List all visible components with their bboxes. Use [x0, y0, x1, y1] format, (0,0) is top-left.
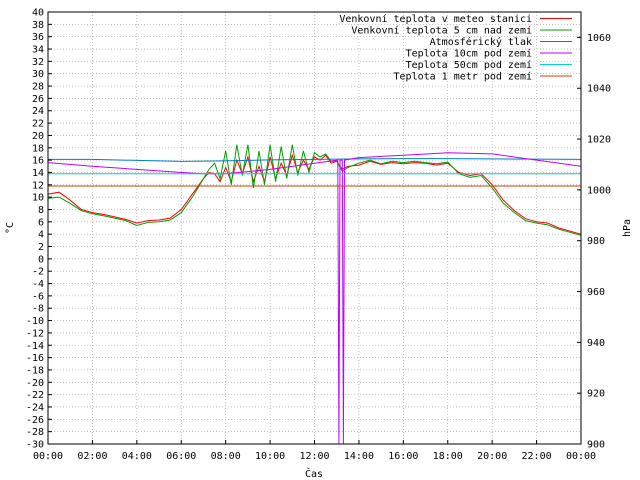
y-axis-label: °C: [5, 222, 16, 234]
y-tick-label: -24: [26, 402, 44, 413]
y-tick-label: -26: [26, 415, 44, 426]
y-tick-label: 4: [38, 230, 44, 241]
plot-series: [47, 144, 582, 445]
y-tick-label: 30: [32, 69, 44, 80]
x-tick-label: 16:00: [388, 451, 418, 462]
y-tick-label: 24: [32, 106, 44, 117]
legend-label: Teplota 10cm pod zemí: [406, 48, 532, 60]
y2-tick-label: 1060: [587, 33, 611, 44]
y-tick-label: 10: [32, 193, 44, 204]
y-tick-label: 40: [32, 8, 44, 19]
y-tick-label: -18: [26, 365, 44, 376]
x-tick-label: 18:00: [433, 451, 463, 462]
series-line-1: [47, 153, 582, 235]
legend-label: Teplota 1 metr pod zemí: [394, 71, 532, 83]
x-tick-label: 08:00: [211, 451, 241, 462]
y-tick-label: 0: [38, 254, 44, 265]
x-axis-label: Čas: [305, 467, 323, 480]
x-tick-label: 20:00: [477, 451, 507, 462]
legend-label: Atmosférický tlak: [430, 36, 532, 48]
y-tick-label: 2: [38, 242, 44, 253]
series-line-3: [48, 158, 582, 162]
x-tick-label: 12:00: [299, 451, 329, 462]
x-tick-label: 14:00: [344, 451, 374, 462]
y2-tick-label: 1020: [587, 135, 611, 146]
series-line-4: [47, 152, 582, 445]
y-tick-label: -22: [26, 390, 44, 401]
y-tick-label: 34: [32, 45, 44, 56]
x-tick-label: 00:00: [33, 451, 63, 462]
legend-label: Teplota 50cm pod zemí: [406, 59, 532, 71]
y-tick-label: 16: [32, 156, 44, 167]
x-tick-label: 06:00: [166, 451, 196, 462]
y-tick-label: 14: [32, 168, 44, 179]
y-tick-label: -2: [32, 267, 44, 278]
x-tick-label: 22:00: [522, 451, 552, 462]
y-tick-label: 18: [32, 143, 44, 154]
x-tick-label: 10:00: [255, 451, 285, 462]
y2-tick-label: 960: [587, 287, 605, 298]
legend: Venkovní teplota v meteo staniciVenkovní…: [339, 13, 572, 83]
y2-tick-label: 920: [587, 389, 605, 400]
y-tick-label: 22: [32, 119, 44, 130]
x-tick-label: 02:00: [77, 451, 107, 462]
y2-axis-label: hPa: [622, 219, 633, 237]
y2-tick-label: 1040: [587, 84, 611, 95]
y-tick-label: -30: [26, 440, 44, 451]
y-tick-label: -4: [32, 279, 44, 290]
legend-label: Venkovní teplota 5 cm nad zemí: [351, 25, 532, 37]
legend-label: Venkovní teplota v meteo stanici: [339, 13, 532, 25]
y-tick-label: 36: [32, 32, 44, 43]
y2-tick-label: 940: [587, 338, 605, 349]
x-tick-label: 00:00: [566, 451, 596, 462]
axis-ticks: 4038363432302826242220181614121086420-2-…: [26, 8, 611, 463]
y-tick-label: 20: [32, 131, 44, 142]
x-tick-label: 04:00: [122, 451, 152, 462]
y-tick-label: -14: [26, 341, 44, 352]
y-tick-label: 32: [32, 57, 44, 68]
y-tick-label: 6: [38, 217, 44, 228]
y2-tick-label: 900: [587, 440, 605, 451]
y-tick-label: -28: [26, 427, 44, 438]
y2-tick-label: 1000: [587, 185, 611, 196]
y-tick-label: 28: [32, 82, 44, 93]
y-tick-label: -10: [26, 316, 44, 327]
y2-tick-label: 980: [587, 236, 605, 247]
y-tick-label: -16: [26, 353, 44, 364]
y-tick-label: 12: [32, 180, 44, 191]
y-tick-label: -8: [32, 304, 44, 315]
y-tick-label: -6: [32, 291, 44, 302]
y-tick-label: -12: [26, 328, 44, 339]
y-tick-label: 8: [38, 205, 44, 216]
y-tick-label: -20: [26, 378, 44, 389]
y-tick-label: 38: [32, 20, 44, 31]
y-tick-label: 26: [32, 94, 44, 105]
